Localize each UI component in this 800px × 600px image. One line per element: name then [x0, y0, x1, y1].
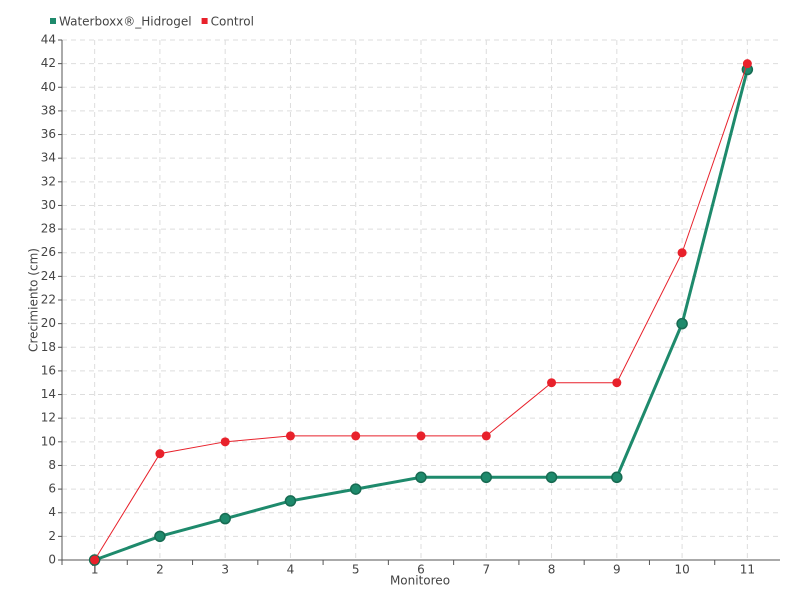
data-point: [415, 471, 427, 484]
data-point: [220, 437, 230, 447]
data-point: [676, 317, 688, 330]
data-point: [480, 471, 493, 484]
data-point: [611, 471, 623, 484]
y-tick-label: 20: [41, 316, 56, 330]
y-tick-label: 12: [41, 411, 56, 425]
x-tick-label: 1: [91, 563, 99, 577]
data-point: [351, 431, 361, 441]
x-tick-label: 7: [482, 563, 490, 577]
legend-swatch: [201, 18, 208, 24]
y-tick-label: 8: [48, 458, 56, 472]
data-point: [545, 471, 558, 484]
y-tick-label: 24: [41, 269, 56, 283]
data-point: [416, 431, 426, 441]
y-tick-label: 14: [41, 387, 56, 401]
y-tick-label: 32: [41, 174, 56, 188]
data-point: [481, 431, 491, 441]
data-point: [349, 483, 362, 495]
x-tick-label: 3: [221, 563, 229, 577]
y-tick-label: 36: [41, 127, 56, 141]
data-point: [154, 530, 166, 543]
x-tick-label: 5: [352, 563, 360, 577]
data-point: [90, 555, 100, 565]
data-point: [284, 495, 297, 507]
y-tick-label: 2: [48, 529, 56, 543]
data-point: [677, 248, 687, 258]
data-point: [219, 512, 231, 525]
x-tick-label: 11: [740, 563, 755, 577]
data-point: [612, 378, 622, 388]
y-tick-label: 28: [41, 222, 56, 236]
y-tick-label: 16: [41, 363, 56, 377]
legend-swatch: [50, 18, 56, 24]
y-tick-label: 10: [41, 434, 56, 448]
legend-label: Control: [211, 15, 254, 29]
data-point: [742, 59, 752, 69]
legend-label: Waterboxx®_Hidrogel: [59, 15, 192, 29]
y-tick-label: 38: [41, 103, 56, 117]
x-tick-label: 4: [287, 563, 295, 577]
data-point: [285, 431, 295, 441]
x-axis-label: Monitoreo: [390, 574, 450, 588]
y-tick-label: 0: [48, 553, 56, 567]
x-tick-label: 10: [674, 563, 689, 577]
y-tick-label: 42: [41, 56, 56, 70]
x-tick-label: 8: [548, 563, 556, 577]
y-tick-label: 18: [41, 340, 56, 354]
y-axis-label: Crecimiento (cm): [27, 248, 41, 352]
x-tick-label: 6: [417, 563, 425, 577]
y-tick-label: 30: [41, 198, 56, 212]
y-tick-label: 4: [48, 505, 56, 519]
y-tick-label: 6: [48, 482, 56, 496]
x-tick-label: 9: [613, 563, 621, 577]
y-tick-label: 44: [41, 33, 56, 47]
y-tick-label: 40: [41, 80, 56, 94]
y-tick-label: 26: [41, 245, 56, 259]
y-tick-label: 34: [41, 151, 56, 165]
data-point: [547, 378, 557, 388]
data-point: [155, 449, 165, 459]
y-tick-label: 22: [41, 293, 56, 307]
x-tick-label: 2: [156, 563, 164, 577]
